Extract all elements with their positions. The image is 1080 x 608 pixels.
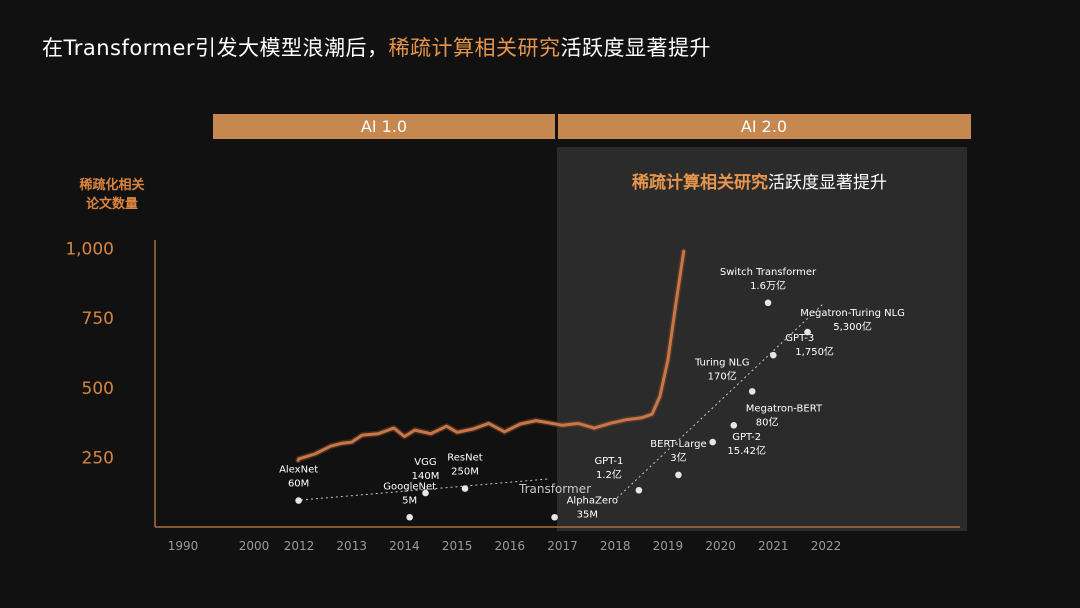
model-name-label: Turing NLG (694, 357, 749, 368)
x-tick-label: 2017 (547, 539, 578, 553)
panel-title-highlight: 稀疏计算相关研究 (632, 172, 768, 193)
model-size-label: 140M (412, 471, 440, 482)
x-tick-label: 2016 (495, 539, 526, 553)
x-tick-label: 2014 (389, 539, 420, 553)
model-point (461, 485, 469, 492)
x-tick-label: 2013 (336, 539, 367, 553)
model-size-label: 60M (288, 479, 309, 490)
x-ticks: 1990 2000 2012 2013 2014 2015 2016 2017 2018 2019… (168, 539, 842, 553)
model-size-label: 1.6万亿 (750, 279, 786, 292)
title-highlight: 稀疏计算相关研究 (388, 36, 561, 60)
panel-title: 稀疏计算相关研究活跃度显著提升 (632, 172, 887, 193)
model-point (748, 388, 756, 395)
series-line (296, 249, 686, 462)
model-size-label: 170亿 (708, 369, 737, 382)
era-label-ai1: AI 1.0 (361, 117, 407, 136)
x-tick-label: 1990 (168, 539, 199, 553)
x-tick-label: 2019 (653, 539, 684, 553)
panel-title-rest: 活跃度显著提升 (768, 173, 887, 193)
title-part2: 活跃度显著提升 (560, 36, 712, 60)
model-point (675, 471, 682, 479)
x-tick-label: 2012 (284, 539, 315, 553)
y-tick-label: 250 (82, 448, 114, 468)
y-tick-label: 750 (82, 309, 114, 329)
y-tick-label: 500 (82, 379, 114, 399)
model-size-label: 1.2亿 (596, 468, 622, 481)
model-size-label: 1,750亿 (795, 345, 834, 358)
model-name-label: ResNet (447, 453, 482, 464)
model-point (406, 513, 413, 521)
model-name-label: Megatron-Turing NLG (800, 308, 905, 319)
y-axis-label-line2: 论文数量 (86, 196, 138, 212)
model-point (295, 497, 302, 504)
model-name-label: AlexNet (279, 465, 318, 476)
model-size-label: 3亿 (670, 451, 686, 464)
x-tick-label: 2020 (705, 539, 736, 553)
x-tick-label: 2018 (600, 539, 631, 553)
paper-count-series (295, 248, 687, 464)
y-ticks: 250 500 750 1,000 (65, 240, 114, 469)
ai2-panel (557, 147, 967, 531)
y-tick-label: 1,000 (65, 240, 114, 260)
model-point (709, 438, 716, 446)
model-name-label: GoogleNet (383, 481, 436, 492)
model-size-label: 80亿 (756, 415, 779, 428)
ai2-trend-line (616, 303, 824, 499)
model-name-label: GPT-1 (594, 456, 623, 467)
era-label-ai2: AI 2.0 (741, 117, 787, 136)
model-name-label: GPT-3 (785, 333, 814, 344)
model-size-label: 35M (577, 509, 598, 520)
model-name-label: VGG (414, 457, 436, 468)
model-point (764, 299, 772, 307)
x-tick-label: 2021 (758, 539, 789, 553)
model-size-label: 5,300亿 (833, 320, 872, 333)
model-name-label: GPT-2 (732, 432, 761, 443)
ai1-trend-line (300, 478, 549, 501)
model-points: AlexNet 60M GoogleNet 5M VGG 140M ResNet 250M Al… (279, 267, 905, 521)
era-band-ai1 (213, 114, 555, 139)
era-band-ai2 (558, 114, 971, 139)
model-name-label: Megatron-BERT (746, 403, 823, 414)
model-point (770, 351, 777, 359)
model-point (804, 328, 811, 336)
title-part1: 在Transformer引发大模型浪潮后， (42, 36, 389, 60)
x-tick-label: 2015 (442, 539, 473, 553)
x-tick-label: 2000 (239, 539, 270, 553)
model-point (635, 486, 643, 494)
model-point (730, 422, 738, 429)
model-name-label: BERT-Large (650, 439, 706, 450)
model-size-label: 5M (402, 495, 417, 506)
x-tick-label: 2022 (811, 539, 842, 553)
y-axis-label-line1: 稀疏化相关 (79, 177, 144, 193)
model-name-label: AlphaZero (567, 495, 618, 506)
model-name-label: Switch Transformer (720, 267, 817, 278)
model-point (422, 489, 429, 497)
model-size-label: 250M (451, 467, 479, 478)
page-title: 在Transformer引发大模型浪潮后，稀疏计算相关研究活跃度显著提升 (42, 32, 711, 62)
transformer-label: Transformer (518, 482, 591, 496)
model-point (551, 513, 558, 521)
model-size-label: 15.42亿 (727, 444, 766, 457)
